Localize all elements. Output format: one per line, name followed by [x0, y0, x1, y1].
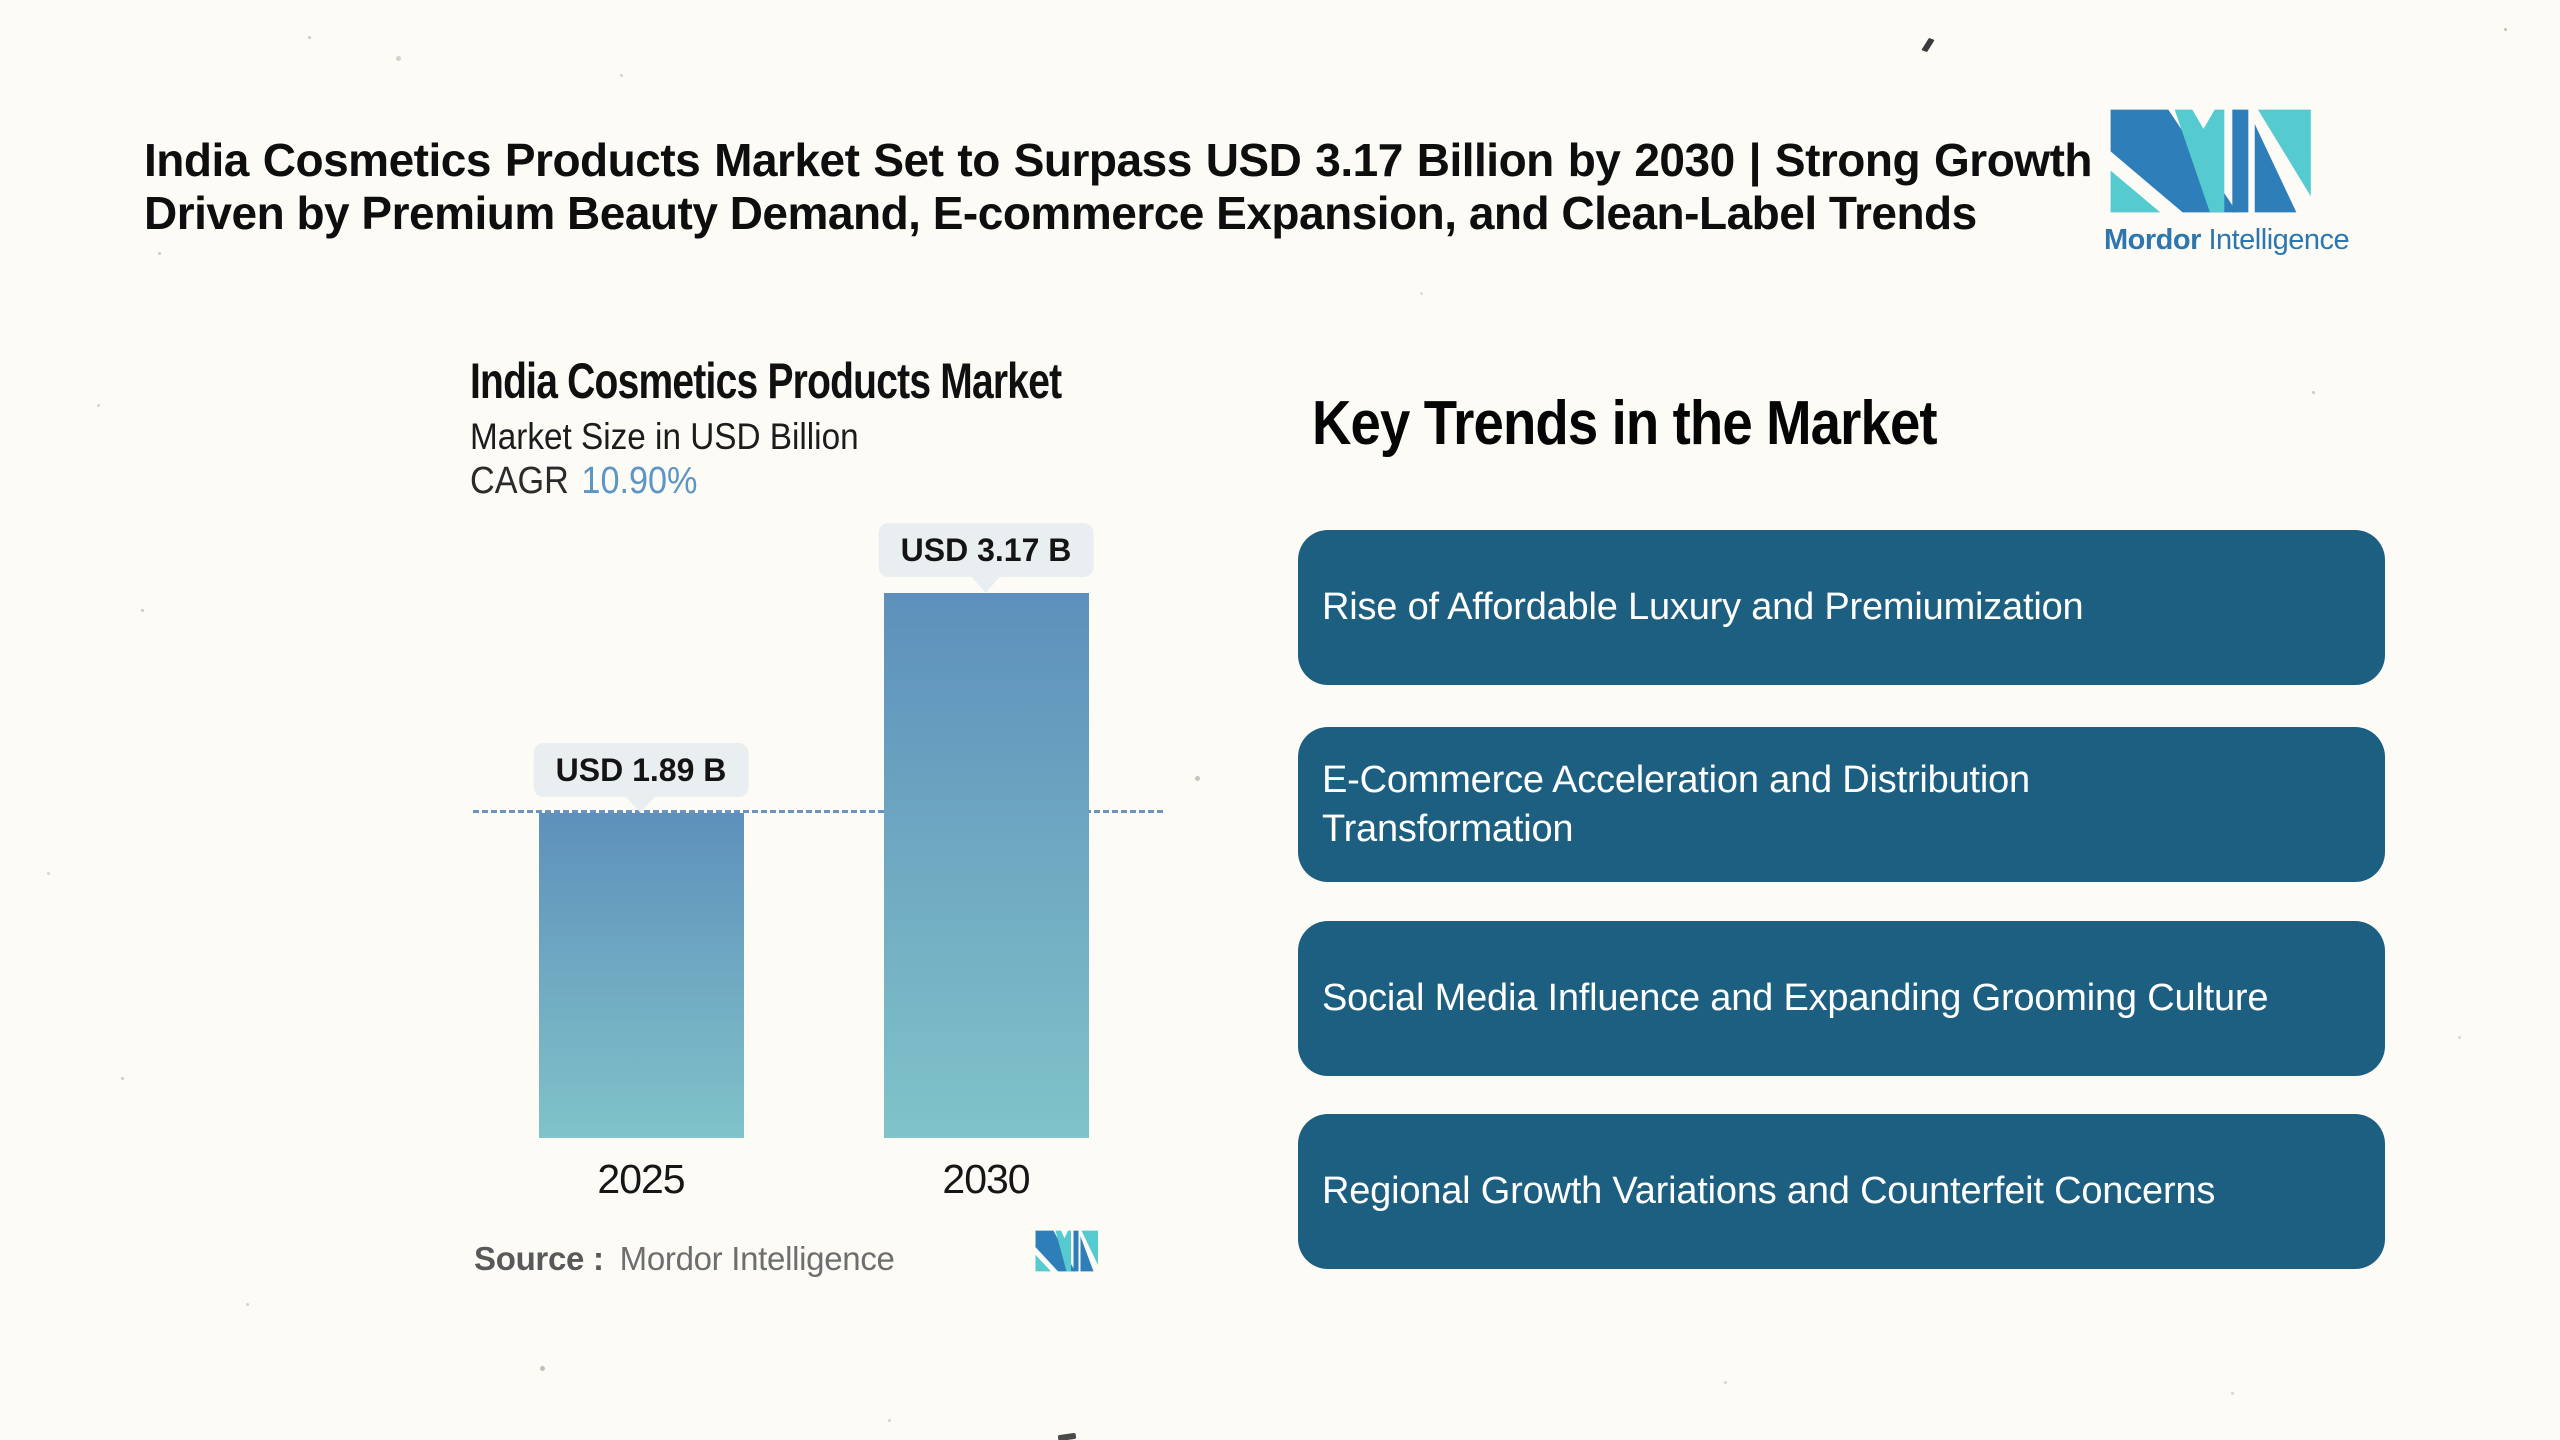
- chart-cagr: CAGR 10.90%: [470, 460, 697, 503]
- trend-card-4-text: Regional Growth Variations and Counterfe…: [1322, 1170, 2216, 1213]
- value-label-2025: USD 1.89 B: [533, 743, 749, 797]
- trend-card-4: Regional Growth Variations and Counterfe…: [1298, 1114, 2385, 1269]
- source-line: Source : Mordor Intelligence: [474, 1240, 895, 1278]
- trends-heading: Key Trends in the Market: [1312, 389, 1938, 458]
- trend-card-3-text: Social Media Influence and Expanding Gro…: [1322, 977, 2269, 1020]
- headline: India Cosmetics Products Market Set to S…: [144, 134, 2093, 240]
- headline-line-1: India Cosmetics Products Market Set to S…: [144, 134, 2093, 186]
- x-axis-label-2030: 2030: [942, 1156, 1030, 1202]
- brand-wordmark: Mordor Intelligence: [2104, 224, 2350, 257]
- cagr-label: CAGR: [470, 460, 569, 502]
- brand-name-bold: Mordor: [2104, 224, 2201, 256]
- mordor-intelligence-logo-icon: [2110, 109, 2311, 213]
- paper-speckles: [0, 0, 3, 3]
- trend-card-2-text: E-Commerce Acceleration and Distribution…: [1322, 758, 2030, 850]
- chart-subtitle: Market Size in USD Billion: [470, 416, 859, 457]
- bar-2025: [538, 813, 744, 1138]
- chart-title: India Cosmetics Products Market: [470, 353, 1062, 409]
- trend-card-1: Rise of Affordable Luxury and Premiumiza…: [1298, 530, 2385, 685]
- bar-2030: [883, 593, 1089, 1138]
- trend-card-2: E-Commerce Acceleration and Distribution…: [1298, 727, 2385, 882]
- ink-speck: [1921, 37, 1935, 53]
- mordor-mini-logo-icon: [1035, 1230, 1098, 1272]
- headline-line-2: Driven by Premium Beauty Demand, E-comme…: [144, 187, 1977, 239]
- brand-logo: Mordor Intelligence: [2104, 108, 2350, 257]
- ink-speck-bottom: [1057, 1432, 1077, 1440]
- trend-card-3: Social Media Influence and Expanding Gro…: [1298, 921, 2385, 1076]
- source-value: Mordor Intelligence: [619, 1240, 895, 1277]
- x-axis-label-2025: 2025: [597, 1156, 685, 1202]
- trend-card-1-text: Rise of Affordable Luxury and Premiumiza…: [1322, 586, 2084, 629]
- reference-dashed-line: [473, 810, 1163, 813]
- value-label-2030: USD 3.17 B: [878, 523, 1094, 577]
- source-label: Source :: [474, 1240, 604, 1277]
- brand-name-light: Intelligence: [2208, 224, 2350, 256]
- cagr-value: 10.90%: [581, 460, 698, 502]
